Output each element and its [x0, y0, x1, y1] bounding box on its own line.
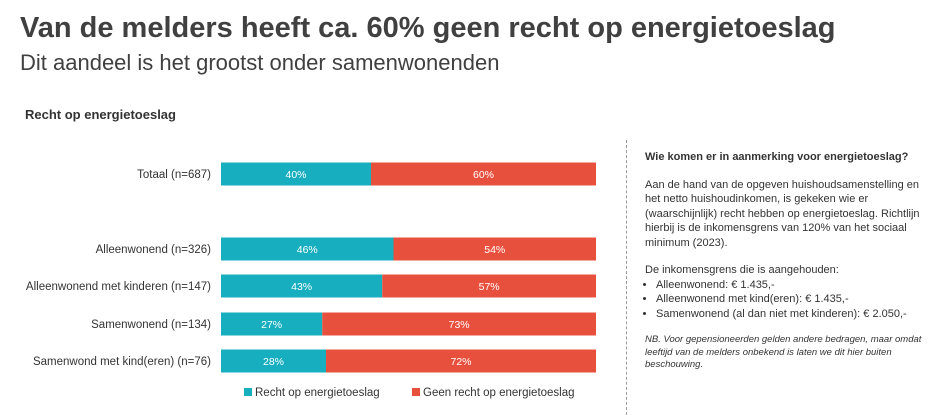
category-label: Samenwond met kind(eren) (n=76): [33, 356, 211, 368]
income-limit-list: Alleenwonend: € 1.435,- Alleenwonend met…: [645, 278, 925, 322]
bar-geen-recht: [326, 349, 596, 373]
bar-recht: [221, 349, 326, 373]
legend-label: Geen recht op energietoeslag: [423, 387, 575, 399]
info-panel: Wie komen er in aanmerking voor energiet…: [645, 150, 925, 372]
data-label: 40%: [285, 169, 306, 181]
data-label: 57%: [479, 281, 500, 293]
info-paragraph: Aan de hand van de opgeven huishoudsamen…: [645, 178, 920, 249]
data-label: 28%: [263, 356, 284, 368]
bar-geen-recht: [371, 162, 596, 186]
page-subtitle: Dit aandeel is het grootst onder samenwo…: [20, 50, 500, 75]
data-label: 72%: [450, 356, 471, 368]
data-label: 43%: [291, 281, 312, 293]
data-label: 46%: [297, 244, 318, 256]
data-label: 27%: [261, 319, 282, 331]
bar-recht: [221, 237, 394, 261]
bar-geen-recht: [382, 274, 596, 298]
category-label: Samenwonend (n=134): [91, 319, 211, 331]
info-heading: Wie komen er in aanmerking voor energiet…: [645, 151, 909, 163]
page-title: Van de melders heeft ca. 60% geen recht …: [20, 12, 836, 44]
bar-recht: [221, 312, 323, 336]
category-label: Alleenwonend (n=326): [96, 244, 212, 256]
income-limit-item: Alleenwonend met kind(eren): € 1.435,-: [656, 292, 925, 307]
income-list-intro: De inkomensgrens die is aangehouden:: [645, 264, 839, 276]
panel-divider: [626, 140, 627, 415]
stacked-bar-chart: Totaal (n=687) 40% 60% Alleenwonend (n=326)…: [26, 162, 596, 399]
bar-geen-recht: [393, 237, 596, 261]
legend-swatch-recht: [244, 388, 252, 396]
legend-label: Recht op energietoeslag: [255, 387, 380, 399]
data-label: 54%: [484, 244, 505, 256]
category-label: Alleenwonend met kinderen (n=147): [26, 281, 211, 293]
bar-recht: [221, 274, 383, 298]
data-label: 60%: [473, 169, 494, 181]
bar-recht: [221, 162, 371, 186]
legend-swatch-geen-recht: [412, 388, 420, 396]
category-label: Totaal (n=687): [137, 169, 211, 181]
bar-geen-recht: [322, 312, 596, 336]
data-label: 73%: [449, 319, 470, 331]
info-note: NB. Voor gepensioneerden gelden andere b…: [645, 334, 922, 370]
income-limit-item: Samenwonend (al dan niet met kinderen): …: [656, 307, 925, 322]
chart-title: Recht op energietoeslag: [25, 107, 176, 122]
income-limit-item: Alleenwonend: € 1.435,-: [656, 278, 925, 293]
